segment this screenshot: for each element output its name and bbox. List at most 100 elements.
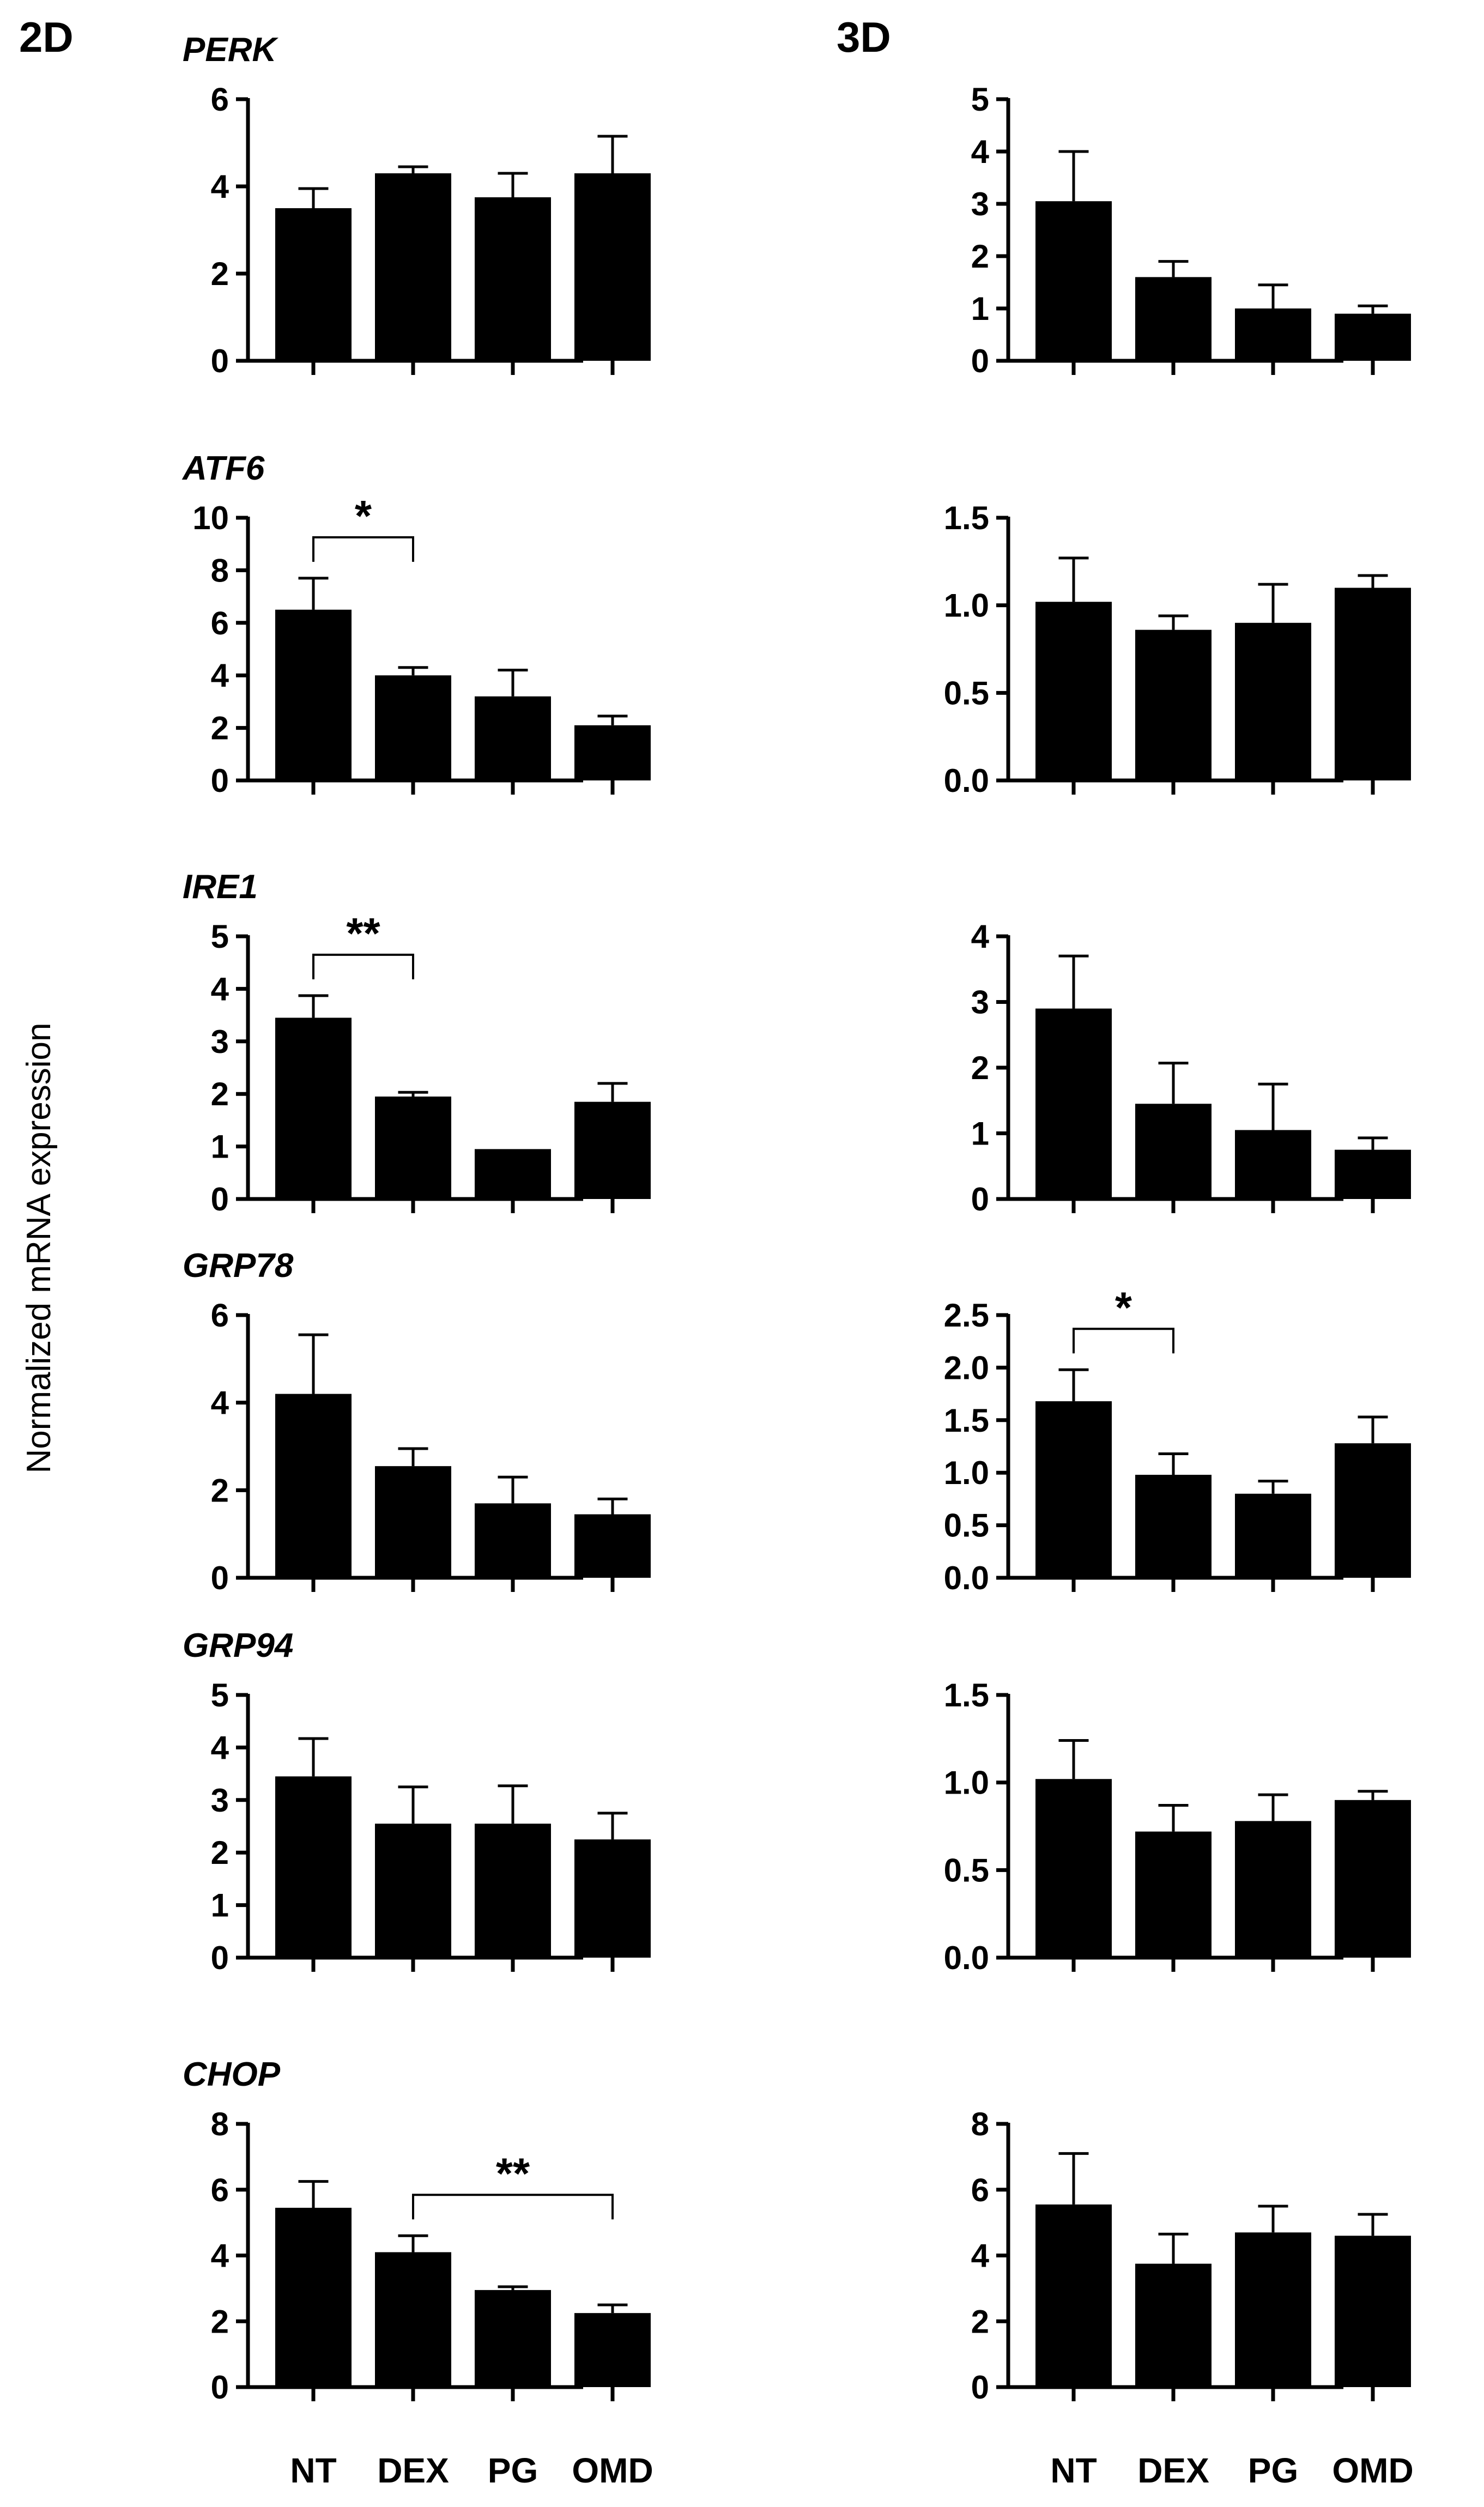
significance-bracket: [412, 2194, 614, 2220]
y-tick-label: 4: [211, 971, 229, 1007]
bar-nt: [275, 2207, 352, 2387]
bar-panel-2d-6: CHOP 0 2 4 6 8 **: [183, 2056, 651, 2406]
x-category-label-omd: OMD: [1332, 2451, 1413, 2490]
y-tick-label: 1: [971, 1116, 989, 1152]
x-category-label-nt: NT: [1050, 2451, 1097, 2490]
significance-marker: *: [1115, 1283, 1132, 1331]
y-tick-label: 1.0: [944, 1765, 989, 1801]
bar-nt: [1035, 1401, 1112, 1578]
bar-pg: [475, 1503, 551, 1578]
bar-pg: [475, 1824, 551, 1958]
y-tick-label: 0: [971, 343, 989, 379]
y-tick-label: 6: [971, 2172, 989, 2208]
y-tick-label: 0.5: [944, 675, 989, 711]
bar-dex: [375, 1824, 451, 1958]
y-tick-label: 0: [211, 1940, 229, 1976]
bar-omd: [574, 1101, 651, 1199]
significance-marker: **: [496, 2149, 530, 2197]
bar-omd: [1335, 1800, 1411, 1958]
y-tick-label: 3: [211, 1024, 229, 1060]
y-tick-label: 3: [211, 1782, 229, 1819]
bar-panel-2d-5: GRP94 0 1 2 3 4 5: [183, 1627, 651, 1976]
y-tick-label: 4: [211, 1729, 229, 1766]
x-category-labels: NT DEX PG OMD NT DEX PG OMD: [290, 2451, 1413, 2490]
bar-pg: [475, 1149, 551, 1199]
y-tick-label: 2: [211, 2303, 229, 2340]
bar-pg: [1235, 622, 1311, 780]
x-category-label-omd: OMD: [572, 2451, 653, 2490]
y-tick-label: 4: [971, 918, 990, 955]
y-tick-label: 10: [192, 500, 229, 536]
y-tick-label: 2: [971, 2303, 989, 2340]
y-tick-label: 0: [211, 1560, 229, 1596]
bar-pg: [1235, 1493, 1311, 1578]
y-tick-label: 2: [211, 1076, 229, 1112]
bar-panel-3d-6: 0 2 4 6 8: [971, 2106, 1411, 2406]
y-tick-label: 0: [211, 762, 229, 799]
significance-bracket: [312, 536, 414, 562]
y-tick-label: 1.5: [944, 500, 989, 536]
y-tick-label: 0.5: [944, 1507, 989, 1544]
y-tick-label: 5: [211, 918, 229, 955]
y-tick-label: 0: [211, 343, 229, 379]
gene-title: CHOP: [183, 2056, 281, 2093]
bar-omd: [1335, 1149, 1411, 1199]
bar-panel-3d-3: 0 1 2 3 4: [971, 918, 1411, 1218]
bar-dex: [1135, 1831, 1212, 1958]
bar-nt: [1035, 201, 1112, 361]
y-tick-label: 4: [211, 168, 229, 205]
bar-nt: [275, 609, 352, 780]
x-category-label-dex: DEX: [1137, 2451, 1209, 2490]
significance-bracket: [312, 953, 414, 979]
y-tick-label: 3: [971, 186, 989, 222]
y-tick-label: 1: [971, 290, 989, 327]
y-tick-label: 6: [211, 81, 229, 118]
bar-pg: [475, 696, 551, 780]
bar-panel-3d-1: 0 1 2 3 4 5: [971, 81, 1411, 379]
bar-panel-3d-5: 0.0 0.5 1.0 1.5: [944, 1677, 1411, 1976]
y-tick-label: 5: [971, 81, 989, 118]
bar-panel-2d-4: GRP78 0 2 4 6: [183, 1247, 651, 1596]
gene-title: GRP94: [183, 1627, 293, 1664]
bar-pg: [475, 197, 551, 361]
bar-nt: [275, 1018, 352, 1199]
y-tick-label: 6: [211, 605, 229, 641]
gene-title: PERK: [183, 31, 278, 69]
y-tick-label: 5: [211, 1677, 229, 1713]
bar-omd: [574, 1514, 651, 1578]
bar-omd: [574, 2313, 651, 2387]
bar-omd: [1335, 1443, 1411, 1578]
bar-nt: [275, 1394, 352, 1578]
y-tick-label: 2: [211, 256, 229, 292]
gene-title: GRP78: [183, 1247, 294, 1285]
bar-pg: [1235, 1821, 1311, 1958]
bar-dex: [1135, 277, 1212, 361]
y-tick-label: 1.0: [944, 1455, 989, 1491]
y-tick-label: 0: [971, 1181, 989, 1218]
x-category-label-pg: PG: [488, 2451, 538, 2490]
y-tick-label: 1.5: [944, 1402, 989, 1439]
y-tick-label: 0.0: [944, 762, 989, 799]
y-tick-label: 0.0: [944, 1560, 989, 1596]
y-tick-label: 1: [211, 1129, 229, 1165]
y-tick-label: 8: [971, 2106, 989, 2142]
bar-dex: [375, 1466, 451, 1578]
y-tick-label: 2.0: [944, 1349, 989, 1386]
bar-omd: [574, 173, 651, 361]
y-tick-label: 4: [971, 2238, 990, 2274]
bar-nt: [1035, 1779, 1112, 1958]
bar-dex: [375, 2252, 451, 2387]
y-tick-label: 1: [211, 1887, 229, 1924]
bar-omd: [1335, 2236, 1411, 2387]
bar-pg: [1235, 2232, 1311, 2387]
gene-title: IRE1: [183, 868, 258, 906]
bar-omd: [574, 725, 651, 780]
y-tick-label: 2.5: [944, 1297, 989, 1334]
bar-pg: [475, 2290, 551, 2387]
bar-pg: [1235, 308, 1311, 361]
y-tick-label: 2: [211, 710, 229, 747]
y-tick-label: 4: [211, 657, 229, 694]
y-tick-label: 3: [971, 984, 989, 1021]
y-tick-label: 0.5: [944, 1852, 989, 1888]
